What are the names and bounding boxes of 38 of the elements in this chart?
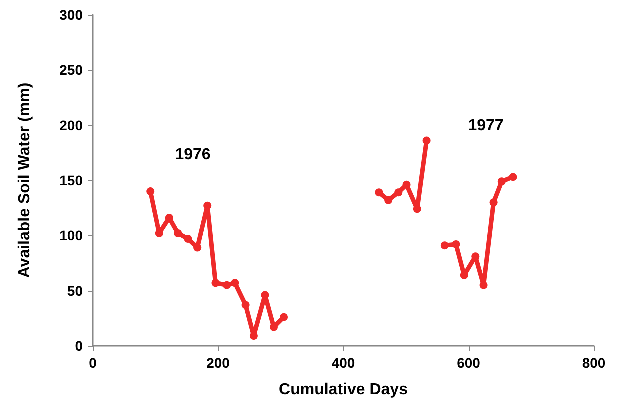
annotation: 1977	[468, 118, 504, 134]
point	[375, 188, 384, 197]
point	[440, 242, 449, 250]
x-tick-label: 800	[582, 355, 606, 371]
point	[394, 188, 403, 197]
point	[509, 173, 518, 182]
point	[242, 301, 250, 310]
y-tick-label: 300	[60, 7, 84, 23]
point	[212, 279, 220, 288]
y-tick-label: 150	[60, 172, 84, 188]
point	[174, 229, 182, 238]
point	[384, 196, 393, 204]
point	[223, 281, 232, 290]
x-tick-label: 600	[457, 355, 481, 371]
point	[146, 188, 155, 196]
point	[422, 136, 431, 145]
point	[231, 279, 240, 288]
point	[498, 178, 506, 186]
point	[490, 198, 498, 207]
x-tick-label: 200	[206, 355, 230, 371]
y-tick-label: 250	[60, 62, 84, 78]
y-axis-title: Available Soil Water (mm)	[16, 82, 34, 278]
y-tick-label: 50	[67, 282, 84, 299]
x-tick-label: 0	[89, 355, 98, 371]
x-tick-label: 400	[332, 355, 356, 371]
x-axis-title: Cumulative Days	[279, 382, 408, 398]
point	[184, 234, 192, 243]
point	[402, 180, 411, 189]
point	[413, 205, 422, 214]
y-tick-label: 200	[60, 117, 84, 134]
point	[452, 240, 460, 248]
point	[250, 332, 258, 340]
y-tick-label: 100	[60, 228, 84, 244]
annotation: 1976	[175, 146, 211, 164]
point	[480, 281, 488, 290]
y-tick-label: 0	[75, 338, 84, 354]
point	[204, 202, 212, 210]
point	[280, 313, 288, 322]
